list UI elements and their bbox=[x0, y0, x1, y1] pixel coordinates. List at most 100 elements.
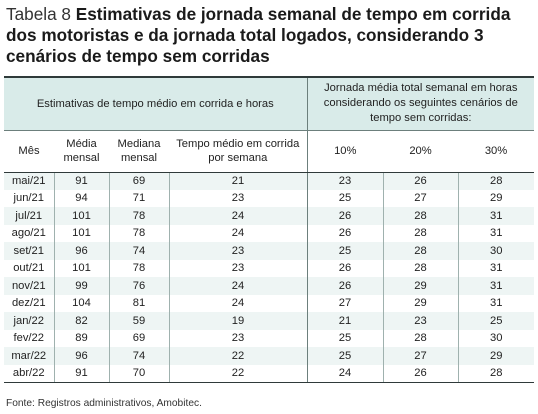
cell-p30: 30 bbox=[458, 329, 535, 347]
col-header-10: 10% bbox=[307, 129, 384, 173]
cell-p30: 31 bbox=[458, 207, 535, 225]
table-row: dez/21 104 81 24 27 29 31 bbox=[4, 294, 535, 312]
cell-p20: 26 bbox=[383, 172, 459, 190]
table-row: fev/22 89 69 23 25 28 30 bbox=[4, 329, 535, 347]
cell-p20: 27 bbox=[383, 347, 459, 365]
table-row: jun/21 94 71 23 25 27 29 bbox=[4, 189, 535, 207]
cell-tempo: 24 bbox=[169, 294, 308, 312]
cell-mediana: 81 bbox=[109, 294, 170, 312]
cell-p10: 26 bbox=[307, 259, 384, 277]
group-header-scenarios: Jornada média total semanal em horas con… bbox=[307, 76, 535, 130]
cell-media: 96 bbox=[54, 242, 110, 260]
cell-media: 99 bbox=[54, 277, 110, 295]
cell-p20: 29 bbox=[383, 294, 459, 312]
table-title: Tabela 8 Estimativas de jornada semanal … bbox=[6, 4, 534, 67]
cell-p10: 26 bbox=[307, 224, 384, 242]
col-header-tempo: Tempo médio em corrida por semana bbox=[169, 129, 308, 173]
cell-mes: jan/22 bbox=[4, 312, 55, 330]
cell-p30: 30 bbox=[458, 242, 535, 260]
cell-mes: mar/22 bbox=[4, 347, 55, 365]
cell-mes: set/21 bbox=[4, 242, 55, 260]
cell-p10: 24 bbox=[307, 364, 384, 383]
cell-p10: 25 bbox=[307, 329, 384, 347]
cell-mes: nov/21 bbox=[4, 277, 55, 295]
cell-p30: 29 bbox=[458, 347, 535, 365]
cell-tempo: 19 bbox=[169, 312, 308, 330]
cell-media: 82 bbox=[54, 312, 110, 330]
table-row: jul/21 101 78 24 26 28 31 bbox=[4, 207, 535, 225]
source-note: Fonte: Registros administrativos, Amobit… bbox=[6, 398, 202, 409]
data-table: Estimativas de tempo médio em corrida e … bbox=[4, 76, 535, 383]
cell-p20: 23 bbox=[383, 312, 459, 330]
cell-p20: 26 bbox=[383, 364, 459, 383]
cell-mes: abr/22 bbox=[4, 364, 55, 383]
cell-p20: 28 bbox=[383, 224, 459, 242]
table-row: jan/22 82 59 19 21 23 25 bbox=[4, 312, 535, 330]
cell-media: 101 bbox=[54, 259, 110, 277]
table-row: mar/22 96 74 22 25 27 29 bbox=[4, 347, 535, 365]
table-body: mai/21 91 69 21 23 26 28 jun/21 94 71 23 25 27 29 jul/… bbox=[4, 172, 535, 383]
cell-media: 94 bbox=[54, 189, 110, 207]
col-header-mes: Mês bbox=[4, 129, 54, 173]
cell-p30: 31 bbox=[458, 259, 535, 277]
cell-mes: fev/22 bbox=[4, 329, 55, 347]
cell-mes: jul/21 bbox=[4, 207, 55, 225]
cell-p30: 25 bbox=[458, 312, 535, 330]
cell-p20: 29 bbox=[383, 277, 459, 295]
col-header-30: 30% bbox=[458, 129, 535, 173]
cell-tempo: 22 bbox=[169, 364, 308, 383]
cell-tempo: 23 bbox=[169, 242, 308, 260]
col-header-20: 20% bbox=[383, 129, 459, 173]
cell-media: 89 bbox=[54, 329, 110, 347]
cell-p10: 25 bbox=[307, 189, 384, 207]
cell-mediana: 69 bbox=[109, 329, 170, 347]
cell-tempo: 22 bbox=[169, 347, 308, 365]
cell-media: 96 bbox=[54, 347, 110, 365]
cell-mediana: 69 bbox=[109, 172, 170, 190]
table-row: ago/21 101 78 24 26 28 31 bbox=[4, 224, 535, 242]
cell-mediana: 78 bbox=[109, 224, 170, 242]
cell-p10: 27 bbox=[307, 294, 384, 312]
cell-p10: 26 bbox=[307, 277, 384, 295]
cell-mes: jun/21 bbox=[4, 189, 55, 207]
cell-p30: 28 bbox=[458, 172, 535, 190]
cell-mediana: 76 bbox=[109, 277, 170, 295]
column-header-row: Mês Média mensal Mediana mensal Tempo mé… bbox=[4, 129, 535, 173]
cell-p30: 28 bbox=[458, 364, 535, 383]
table-row: mai/21 91 69 21 23 26 28 bbox=[4, 172, 535, 190]
cell-p10: 26 bbox=[307, 207, 384, 225]
cell-mes: ago/21 bbox=[4, 224, 55, 242]
cell-p20: 28 bbox=[383, 242, 459, 260]
cell-p20: 28 bbox=[383, 207, 459, 225]
cell-mediana: 78 bbox=[109, 259, 170, 277]
cell-p20: 28 bbox=[383, 329, 459, 347]
table-row: abr/22 91 70 22 24 26 28 bbox=[4, 364, 535, 383]
cell-mes: mai/21 bbox=[4, 172, 55, 190]
table-row: nov/21 99 76 24 26 29 31 bbox=[4, 277, 535, 295]
cell-mediana: 74 bbox=[109, 347, 170, 365]
group-header-estimates: Estimativas de tempo médio em corrida e … bbox=[4, 76, 308, 130]
cell-p10: 23 bbox=[307, 172, 384, 190]
cell-p20: 28 bbox=[383, 259, 459, 277]
table-row: set/21 96 74 23 25 28 30 bbox=[4, 242, 535, 260]
cell-p30: 29 bbox=[458, 189, 535, 207]
cell-p30: 31 bbox=[458, 277, 535, 295]
cell-media: 101 bbox=[54, 207, 110, 225]
cell-tempo: 24 bbox=[169, 207, 308, 225]
cell-tempo: 24 bbox=[169, 277, 308, 295]
col-header-mediana: Mediana mensal bbox=[109, 129, 169, 173]
cell-p30: 31 bbox=[458, 224, 535, 242]
cell-mediana: 74 bbox=[109, 242, 170, 260]
cell-tempo: 23 bbox=[169, 259, 308, 277]
cell-p10: 25 bbox=[307, 242, 384, 260]
cell-mes: out/21 bbox=[4, 259, 55, 277]
cell-media: 101 bbox=[54, 224, 110, 242]
cell-p20: 27 bbox=[383, 189, 459, 207]
cell-media: 91 bbox=[54, 172, 110, 190]
cell-tempo: 23 bbox=[169, 189, 308, 207]
data-table-container: Estimativas de tempo médio em corrida e … bbox=[4, 76, 535, 383]
cell-tempo: 21 bbox=[169, 172, 308, 190]
cell-mediana: 59 bbox=[109, 312, 170, 330]
col-header-media: Média mensal bbox=[54, 129, 109, 173]
cell-tempo: 23 bbox=[169, 329, 308, 347]
